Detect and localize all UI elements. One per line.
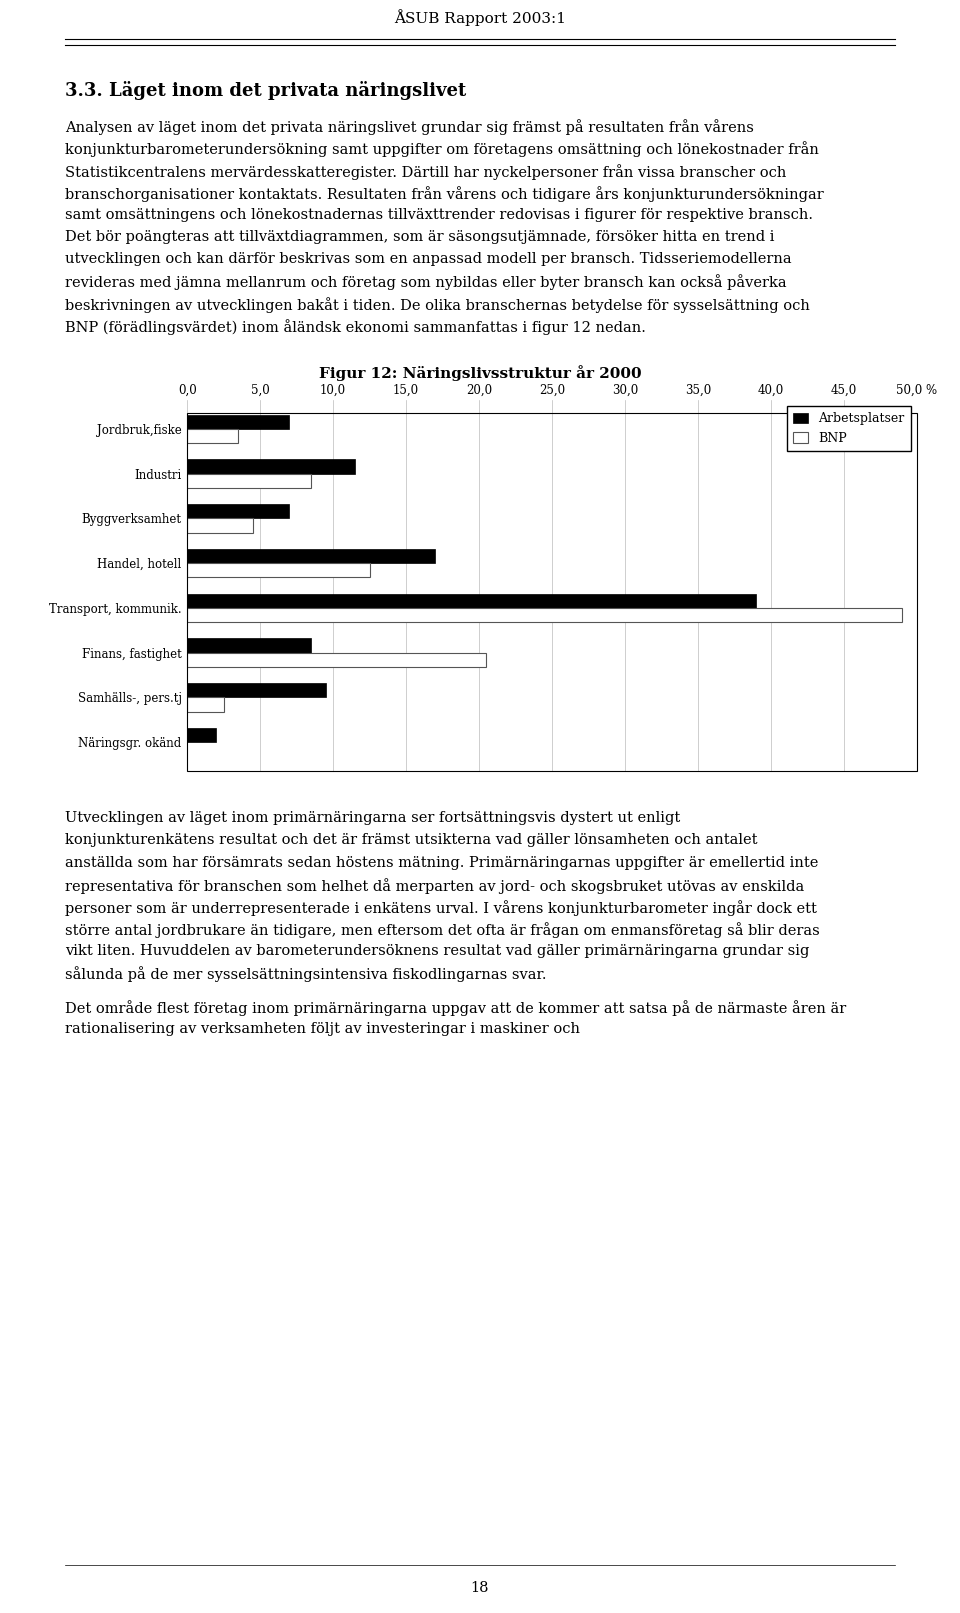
Bar [187,682,325,697]
Text: anställda som har försämrats sedan höstens mätning. Primärnäringarnas uppgifter : anställda som har försämrats sedan höste… [65,855,819,869]
Text: rationalisering av verksamheten följt av investeringar i maskiner och: rationalisering av verksamheten följt av… [65,1023,580,1036]
Text: större antal jordbrukare än tidigare, men eftersom det ofta är frågan om enmansf: större antal jordbrukare än tidigare, me… [65,923,820,939]
Text: Statistikcentralens mervärdesskatteregister. Därtill har nyckelpersoner från vis: Statistikcentralens mervärdesskatteregis… [65,163,786,179]
Bar [187,415,289,429]
Bar [187,639,311,653]
Bar [187,548,435,563]
Text: beskrivningen av utvecklingen bakåt i tiden. De olika branschernas betydelse för: beskrivningen av utvecklingen bakåt i ti… [65,297,810,313]
Bar [187,697,224,711]
Text: utvecklingen och kan därför beskrivas som en anpassad modell per bransch. Tidsse: utvecklingen och kan därför beskrivas so… [65,252,792,266]
Text: konjunkturbarometerundersökning samt uppgifter om företagens omsättning och löne: konjunkturbarometerundersökning samt upp… [65,142,819,158]
Text: Utvecklingen av läget inom primärnäringarna ser fortsättningsvis dystert ut enli: Utvecklingen av läget inom primärnäringa… [65,811,681,826]
Bar [187,594,756,608]
Text: personer som är underrepresenterade i enkätens urval. I vårens konjunkturbaromet: personer som är underrepresenterade i en… [65,900,817,916]
Text: 3.3. Läget inom det privata näringslivet: 3.3. Läget inom det privata näringslivet [65,81,467,100]
Bar [187,460,355,474]
Bar [187,653,487,666]
Text: Analysen av läget inom det privata näringslivet grundar sig främst på resultaten: Analysen av läget inom det privata närin… [65,119,755,135]
Legend: Arbetsplatser, BNP: Arbetsplatser, BNP [787,406,910,452]
Text: vikt liten. Huvuddelen av barometerundersöknens resultat vad gäller primärnäring: vikt liten. Huvuddelen av barometerunder… [65,944,809,958]
Text: 18: 18 [470,1581,490,1595]
Text: branschorganisationer kontaktats. Resultaten från vårens och tidigare års konjun: branschorganisationer kontaktats. Result… [65,185,824,202]
Text: sålunda på de mer sysselsättningsintensiva fiskodlingarnas svar.: sålunda på de mer sysselsättningsintensi… [65,966,547,982]
Bar [187,608,902,623]
Text: Det bör poängteras att tillväxtdiagrammen, som är säsongsutjämnade, försöker hit: Det bör poängteras att tillväxtdiagramme… [65,231,775,244]
Text: konjunkturenkätens resultat och det är främst utsikterna vad gäller lönsamheten : konjunkturenkätens resultat och det är f… [65,834,757,847]
Text: revideras med jämna mellanrum och företag som nybildas eller byter bransch kan o: revideras med jämna mellanrum och företa… [65,274,787,290]
Bar [187,518,252,532]
Bar [187,474,311,489]
Text: Det område flest företag inom primärnäringarna uppgav att de kommer att satsa på: Det område flest företag inom primärnäri… [65,1000,847,1016]
Text: Figur 12: Näringslivsstruktur år 2000: Figur 12: Näringslivsstruktur år 2000 [319,365,641,381]
Bar [187,563,370,577]
Text: ÅSUB Rapport 2003:1: ÅSUB Rapport 2003:1 [394,10,566,26]
Bar [187,429,238,444]
Bar [187,727,216,742]
Text: samt omsättningens och lönekostnadernas tillväxttrender redovisas i figurer för : samt omsättningens och lönekostnadernas … [65,208,813,223]
Text: BNP (förädlingsvärdet) inom åländsk ekonomi sammanfattas i figur 12 nedan.: BNP (förädlingsvärdet) inom åländsk ekon… [65,319,646,336]
Text: representativa för branschen som helhet då merparten av jord- och skogsbruket ut: representativa för branschen som helhet … [65,877,804,894]
Bar [187,505,289,518]
